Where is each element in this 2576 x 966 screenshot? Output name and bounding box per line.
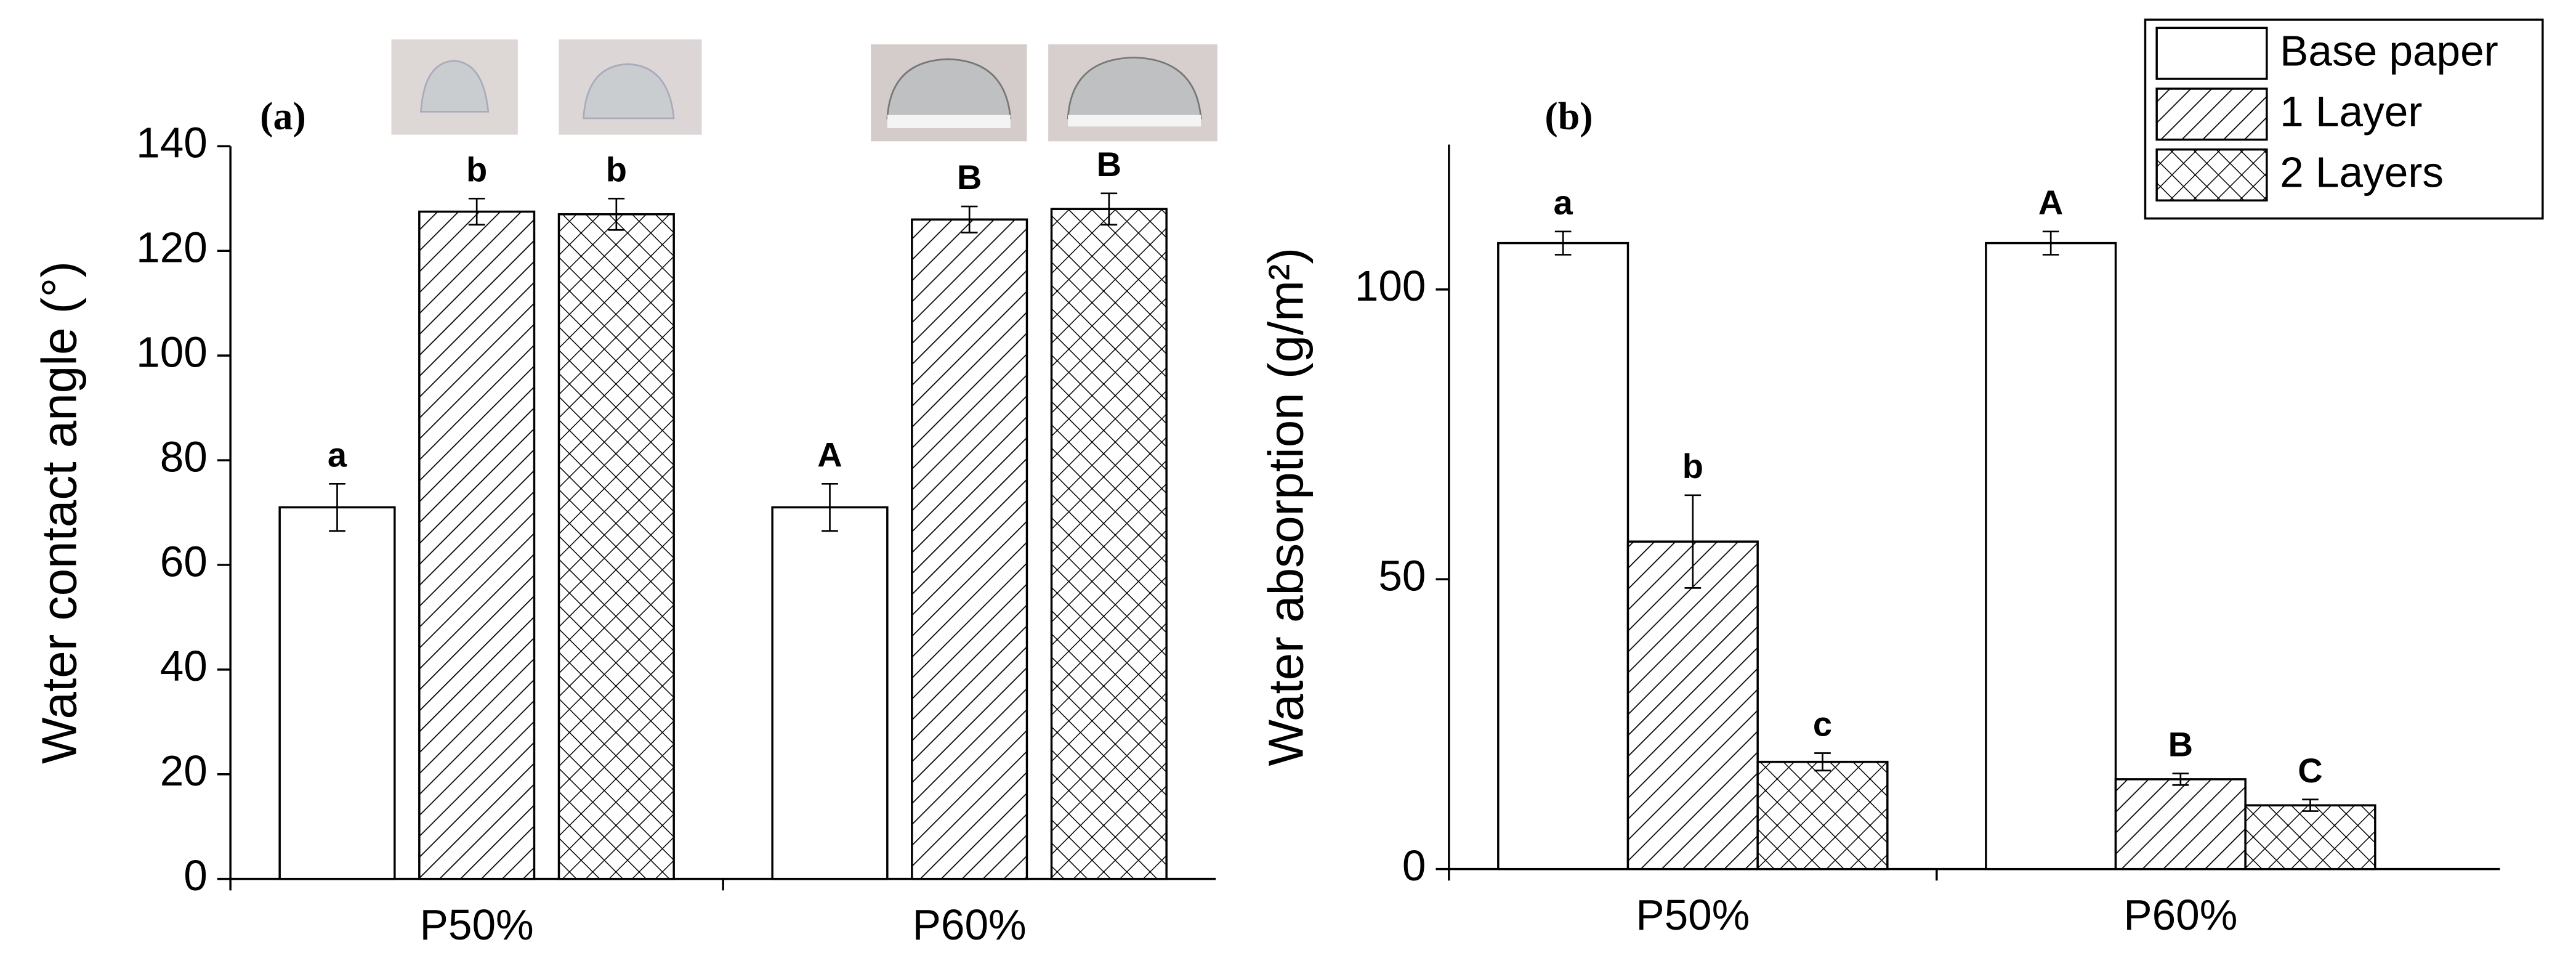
bar bbox=[1985, 242, 2117, 871]
significance-label: b bbox=[606, 150, 627, 189]
y-tick-label: 100 bbox=[136, 328, 208, 376]
legend-label: Base paper bbox=[2280, 26, 2498, 75]
y-tick-label: 0 bbox=[184, 851, 208, 899]
bar bbox=[1756, 760, 1889, 871]
x-tick-label: P60% bbox=[913, 901, 1027, 949]
legend-label: 1 Layer bbox=[2280, 87, 2422, 136]
droplet bbox=[1067, 56, 1202, 120]
x-tick-label: P60% bbox=[2123, 891, 2237, 939]
bar bbox=[911, 218, 1028, 880]
droplet bbox=[420, 60, 490, 113]
bar bbox=[1626, 540, 1759, 871]
significance-label: c bbox=[1813, 705, 1832, 744]
legend-swatch bbox=[2155, 87, 2268, 141]
panel-label: (a) bbox=[260, 94, 306, 137]
significance-label: b bbox=[466, 150, 487, 189]
significance-label: B bbox=[957, 158, 982, 197]
y-tick-label: 140 bbox=[136, 119, 208, 167]
y-tick-label: 120 bbox=[136, 224, 208, 272]
panel-label: (b) bbox=[1544, 94, 1593, 137]
y-axis-label: Water contact angle (°) bbox=[31, 261, 86, 764]
significance-label: A bbox=[2038, 183, 2063, 222]
y-tick-label: 0 bbox=[1402, 842, 1426, 890]
x-tick-label: P50% bbox=[420, 901, 534, 949]
legend-label: 2 Layers bbox=[2280, 148, 2444, 197]
substrate bbox=[887, 115, 1011, 128]
legend-swatch bbox=[2155, 148, 2268, 202]
significance-label: B bbox=[1097, 145, 1121, 184]
y-tick-label: 20 bbox=[160, 747, 208, 795]
droplet-photos bbox=[391, 39, 1217, 142]
bar bbox=[2114, 778, 2247, 871]
y-tick-label: 100 bbox=[1355, 262, 1426, 310]
y-tick-label: 60 bbox=[160, 537, 208, 585]
significance-label: a bbox=[328, 435, 347, 474]
significance-label: b bbox=[1682, 447, 1703, 485]
bar bbox=[2244, 804, 2376, 871]
y-axis-label: Water absorption (g/m²) bbox=[1258, 248, 1313, 766]
droplet bbox=[886, 58, 1012, 120]
substrate bbox=[1068, 115, 1201, 127]
y-tick-label: 40 bbox=[160, 642, 208, 690]
significance-label: A bbox=[817, 435, 842, 474]
bar bbox=[557, 213, 675, 880]
droplet bbox=[583, 63, 675, 120]
x-tick-label: P50% bbox=[1636, 891, 1750, 939]
bar bbox=[278, 506, 396, 880]
y-tick-label: 50 bbox=[1378, 552, 1426, 600]
bar bbox=[1050, 208, 1168, 880]
bar bbox=[418, 210, 536, 880]
significance-label: B bbox=[2168, 725, 2193, 764]
y-tick-label: 80 bbox=[160, 432, 208, 481]
legend-swatch bbox=[2155, 26, 2268, 80]
significance-label: C bbox=[2298, 751, 2322, 790]
significance-label: a bbox=[1554, 183, 1573, 222]
bar bbox=[1497, 242, 1629, 871]
bar bbox=[771, 506, 889, 880]
